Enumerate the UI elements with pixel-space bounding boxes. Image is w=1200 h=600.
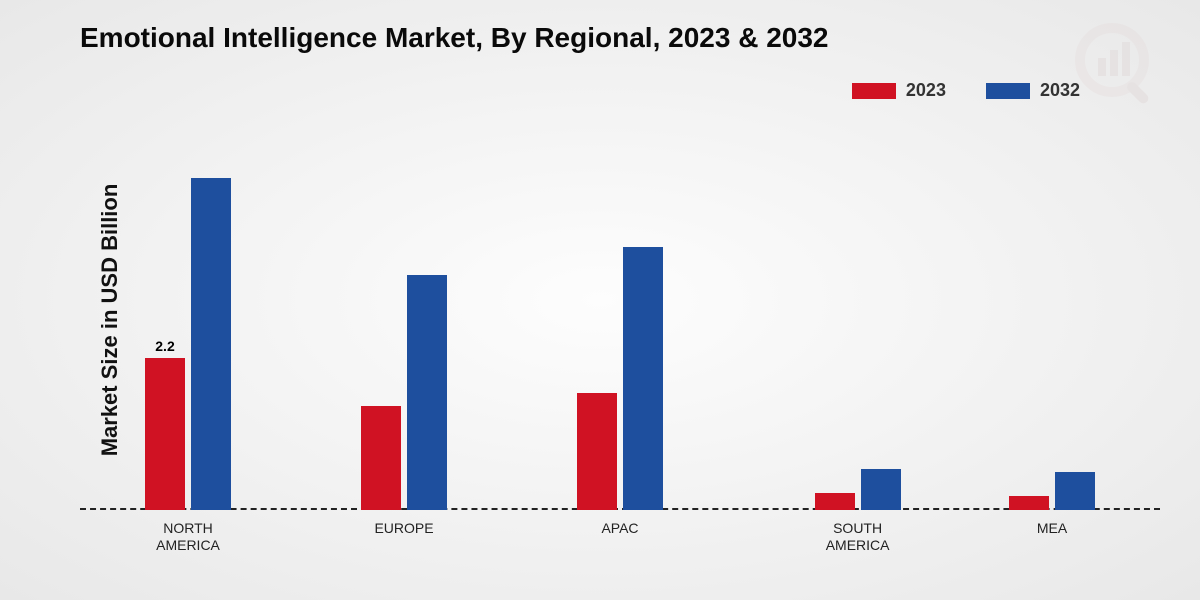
- legend: 2023 2032: [852, 80, 1080, 101]
- bar-2032: [861, 469, 901, 510]
- bar-2032: [407, 275, 447, 510]
- legend-item-2032: 2032: [986, 80, 1080, 101]
- x-tick-label: MEA: [1037, 520, 1067, 537]
- bar-2032: [623, 247, 663, 510]
- legend-item-2023: 2023: [852, 80, 946, 101]
- y-axis-label: Market Size in USD Billion: [97, 184, 123, 457]
- chart-container: Emotional Intelligence Market, By Region…: [0, 0, 1200, 600]
- bar-2032: [1055, 472, 1095, 510]
- bar-2023: [815, 493, 855, 510]
- legend-swatch-2032: [986, 83, 1030, 99]
- bar-2023: [145, 358, 185, 510]
- legend-label-2032: 2032: [1040, 80, 1080, 101]
- x-tick-label: SOUTH AMERICA: [826, 520, 890, 554]
- bar-2023: [1009, 496, 1049, 510]
- x-tick-label: APAC: [601, 520, 638, 537]
- watermark-logo-icon: [1074, 22, 1160, 113]
- chart-title: Emotional Intelligence Market, By Region…: [80, 22, 828, 54]
- bar-2023: [577, 393, 617, 510]
- x-tick-label: NORTH AMERICA: [156, 520, 220, 554]
- x-tick-label: EUROPE: [374, 520, 433, 537]
- legend-label-2023: 2023: [906, 80, 946, 101]
- plot-area: Market Size in USD Billion 2.2 NORTH AME…: [80, 130, 1160, 510]
- bar-2032: [191, 178, 231, 510]
- legend-swatch-2023: [852, 83, 896, 99]
- bar-2023: [361, 406, 401, 510]
- bar-value-label: 2.2: [155, 338, 174, 354]
